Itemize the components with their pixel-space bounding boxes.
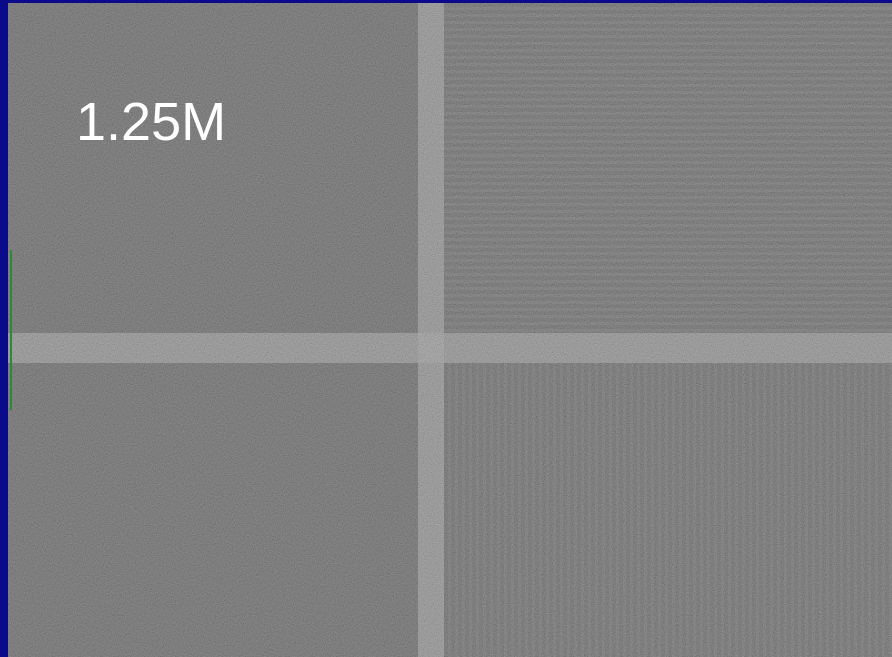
noise-overlay [8,3,892,657]
magnification-label: 1.25M [76,92,226,152]
